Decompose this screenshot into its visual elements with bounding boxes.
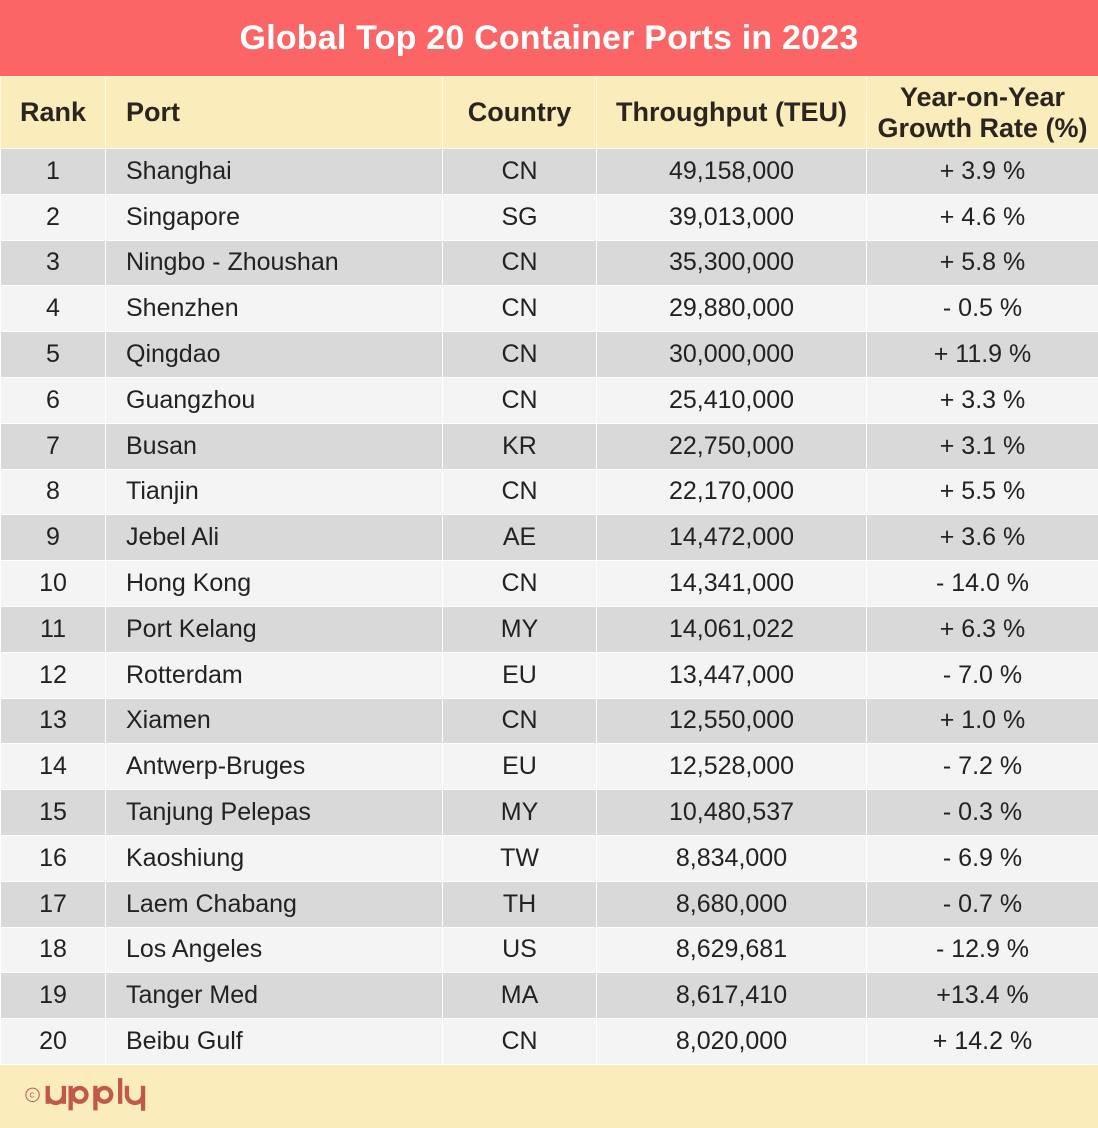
svg-text:C: C: [29, 1090, 34, 1099]
